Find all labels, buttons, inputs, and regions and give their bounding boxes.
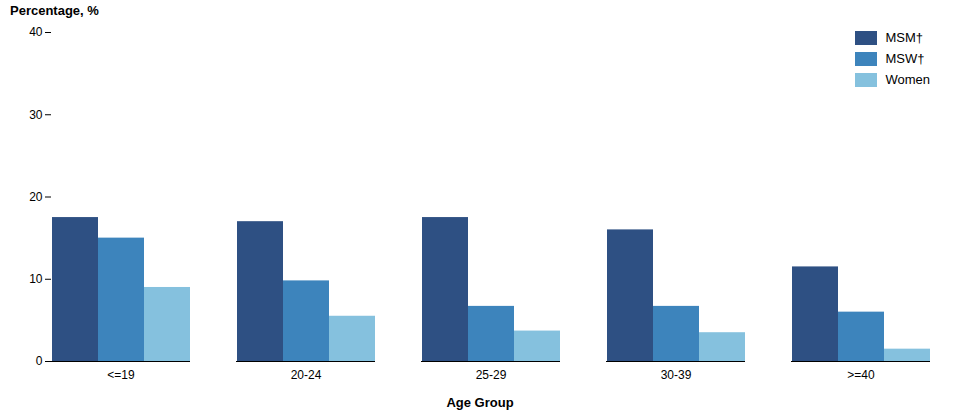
svg-text:10: 10 — [29, 272, 43, 286]
html-text:Age Group: Age Group — [446, 395, 514, 410]
svg-text:30-39: 30-39 — [661, 368, 692, 382]
html-text:MSW†: MSW† — [885, 51, 925, 66]
svg-text:25-29: 25-29 — [476, 368, 507, 382]
html-text:Women: Women — [885, 72, 930, 87]
svg-text:20-24: 20-24 — [291, 368, 322, 382]
html-text:MSM†: MSM† — [885, 30, 923, 45]
svg-text:40: 40 — [29, 25, 43, 39]
svg-text:<=19: <=19 — [107, 368, 135, 382]
html-text:Percentage, %: Percentage, % — [10, 3, 99, 18]
svg-text:0: 0 — [36, 354, 43, 368]
svg-text:>=40: >=40 — [847, 368, 875, 382]
svg-text:30: 30 — [29, 108, 43, 122]
svg-text:20: 20 — [29, 190, 43, 204]
